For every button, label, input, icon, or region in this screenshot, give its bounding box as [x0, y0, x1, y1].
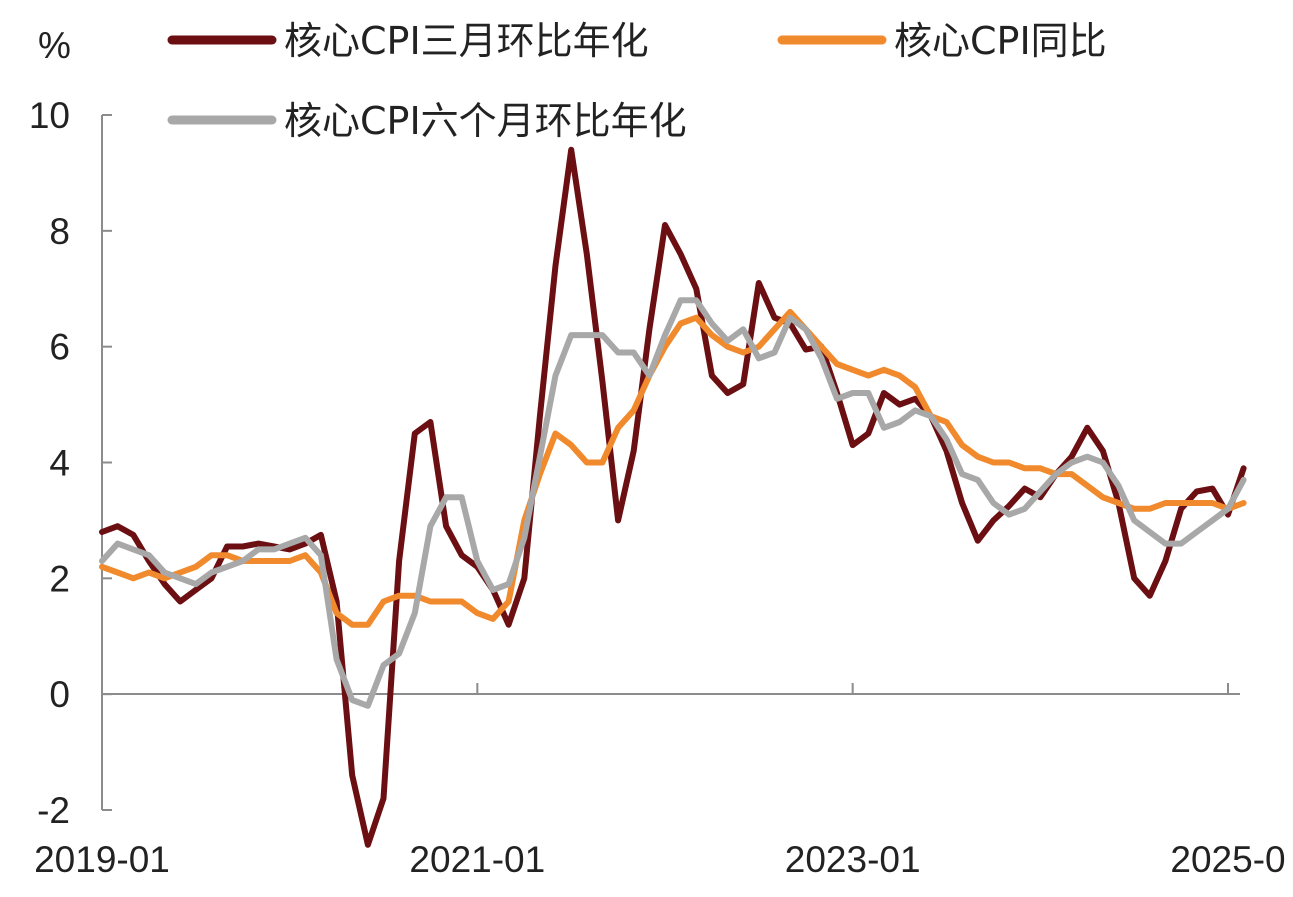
y-tick-label: 4: [49, 443, 70, 484]
x-tick-label: 2021-01: [409, 839, 545, 880]
x-tick-label: 2025-0: [1170, 839, 1285, 880]
series-line-1: [99, 146, 1247, 848]
series-line-2: [99, 308, 1247, 628]
legend-label: 核心CPI同比: [894, 19, 1107, 63]
y-axis-unit-label: %: [38, 25, 71, 66]
x-tick-label: 2019-01: [34, 839, 170, 880]
legend-label: 核心CPI三月环比年化: [284, 19, 649, 63]
axes: -2 0 2 4 6 8 10 2019-01 2021-01 2023-01 2025-0: [29, 95, 1286, 880]
y-tick-label: 8: [49, 211, 70, 252]
y-tick-label: -2: [37, 790, 70, 831]
series-line-3: [99, 297, 1247, 709]
x-tick-label: 2023-01: [785, 839, 921, 880]
legend-label: 核心CPI六个月环比年化: [284, 99, 687, 143]
y-tick-label: 2: [49, 558, 70, 599]
series-lines: [99, 146, 1247, 848]
y-tick-label: 10: [29, 95, 70, 136]
y-tick-label: 6: [49, 327, 70, 368]
y-tick-label: 0: [49, 674, 70, 715]
